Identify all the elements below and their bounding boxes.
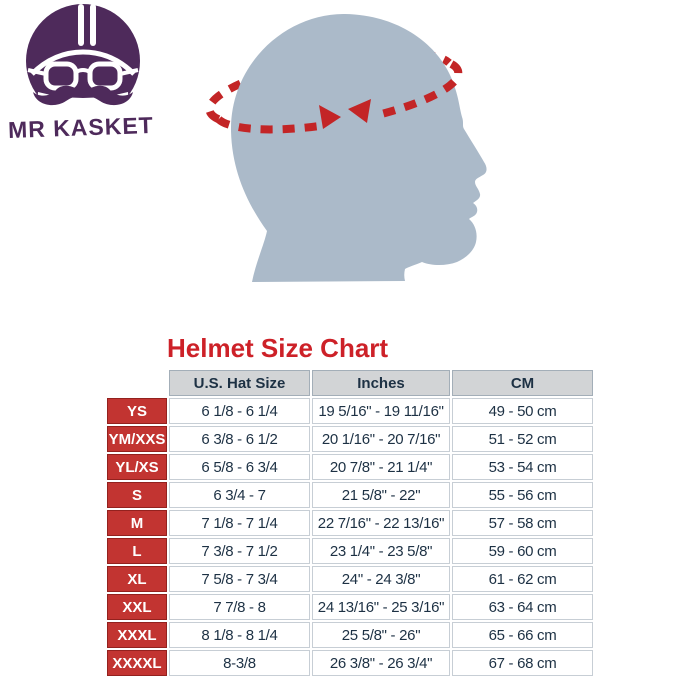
column-header-us-hat-size: U.S. Hat Size — [169, 370, 310, 396]
size-label: XXXL — [107, 622, 167, 648]
table-row: XXL 7 7/8 - 8 24 13/16" - 25 3/16" 63 - … — [107, 594, 593, 620]
cm-value: 67 - 68 cm — [452, 650, 593, 676]
hat-size-value: 8 1/8 - 8 1/4 — [169, 622, 310, 648]
inches-value: 26 3/8" - 26 3/4" — [312, 650, 450, 676]
size-label: YM/XXS — [107, 426, 167, 452]
cm-value: 51 - 52 cm — [452, 426, 593, 452]
column-header-inches: Inches — [312, 370, 450, 396]
size-label: YS — [107, 398, 167, 424]
size-label: YL/XS — [107, 454, 167, 480]
measuring-tape-front-icon — [382, 59, 463, 118]
cm-value: 65 - 66 cm — [452, 622, 593, 648]
hat-size-value: 7 7/8 - 8 — [169, 594, 310, 620]
cm-value: 49 - 50 cm — [452, 398, 593, 424]
cm-value: 55 - 56 cm — [452, 482, 593, 508]
table-row: S 6 3/4 - 7 21 5/8" - 22" 55 - 56 cm — [107, 482, 593, 508]
inches-value: 23 1/4" - 23 5/8" — [312, 538, 450, 564]
arrow-left-icon — [348, 99, 371, 123]
inches-value: 19 5/16" - 19 11/16" — [312, 398, 450, 424]
hat-size-value: 7 3/8 - 7 1/2 — [169, 538, 310, 564]
table-row: XXXXL 8-3/8 26 3/8" - 26 3/4" 67 - 68 cm — [107, 650, 593, 676]
hat-size-value: 8-3/8 — [169, 650, 310, 676]
size-label: L — [107, 538, 167, 564]
cm-value: 61 - 62 cm — [452, 566, 593, 592]
table-row: XXXL 8 1/8 - 8 1/4 25 5/8" - 26" 65 - 66… — [107, 622, 593, 648]
hat-size-value: 6 5/8 - 6 3/4 — [169, 454, 310, 480]
measuring-tape-front-icon — [215, 116, 322, 134]
table-row: YS 6 1/8 - 6 1/4 19 5/16" - 19 11/16" 49… — [107, 398, 593, 424]
hat-size-value: 7 5/8 - 7 3/4 — [169, 566, 310, 592]
chart-title: Helmet Size Chart — [167, 333, 389, 363]
hat-size-value: 6 1/8 - 6 1/4 — [169, 398, 310, 424]
inches-value: 20 7/8" - 21 1/4" — [312, 454, 450, 480]
cm-value: 53 - 54 cm — [452, 454, 593, 480]
helmet-mustache-icon — [26, 4, 140, 127]
head-measurement-figure — [195, 5, 505, 290]
size-label: M — [107, 510, 167, 536]
size-label: S — [107, 482, 167, 508]
size-chart-table: U.S. Hat Size Inches CM YS 6 1/8 - 6 1/4… — [105, 368, 595, 678]
table-row: YL/XS 6 5/8 - 6 3/4 20 7/8" - 21 1/4" 53… — [107, 454, 593, 480]
cm-value: 59 - 60 cm — [452, 538, 593, 564]
hat-size-value: 6 3/8 - 6 1/2 — [169, 426, 310, 452]
inches-value: 24" - 24 3/8" — [312, 566, 450, 592]
column-header-cm: CM — [452, 370, 593, 396]
arrow-right-icon — [319, 105, 341, 129]
size-label: XXXXL — [107, 650, 167, 676]
table-row: YM/XXS 6 3/8 - 6 1/2 20 1/16" - 20 7/16"… — [107, 426, 593, 452]
size-label: XL — [107, 566, 167, 592]
inches-value: 24 13/16" - 25 3/16" — [312, 594, 450, 620]
hat-size-value: 7 1/8 - 7 1/4 — [169, 510, 310, 536]
header-row: U.S. Hat Size Inches CM — [107, 370, 593, 396]
inches-value: 25 5/8" - 26" — [312, 622, 450, 648]
table-row: XL 7 5/8 - 7 3/4 24" - 24 3/8" 61 - 62 c… — [107, 566, 593, 592]
inches-value: 20 1/16" - 20 7/16" — [312, 426, 450, 452]
brand-name: MR KASKET — [7, 111, 155, 143]
cm-value: 57 - 58 cm — [452, 510, 593, 536]
hat-size-value: 6 3/4 - 7 — [169, 482, 310, 508]
table-row: L 7 3/8 - 7 1/2 23 1/4" - 23 5/8" 59 - 6… — [107, 538, 593, 564]
brand-logo: MR KASKET — [8, 2, 178, 162]
head-silhouette-icon — [205, 13, 487, 283]
inches-value: 21 5/8" - 22" — [312, 482, 450, 508]
table-row: M 7 1/8 - 7 1/4 22 7/16" - 22 13/16" 57 … — [107, 510, 593, 536]
size-label: XXL — [107, 594, 167, 620]
corner-cell — [107, 370, 167, 396]
cm-value: 63 - 64 cm — [452, 594, 593, 620]
inches-value: 22 7/16" - 22 13/16" — [312, 510, 450, 536]
